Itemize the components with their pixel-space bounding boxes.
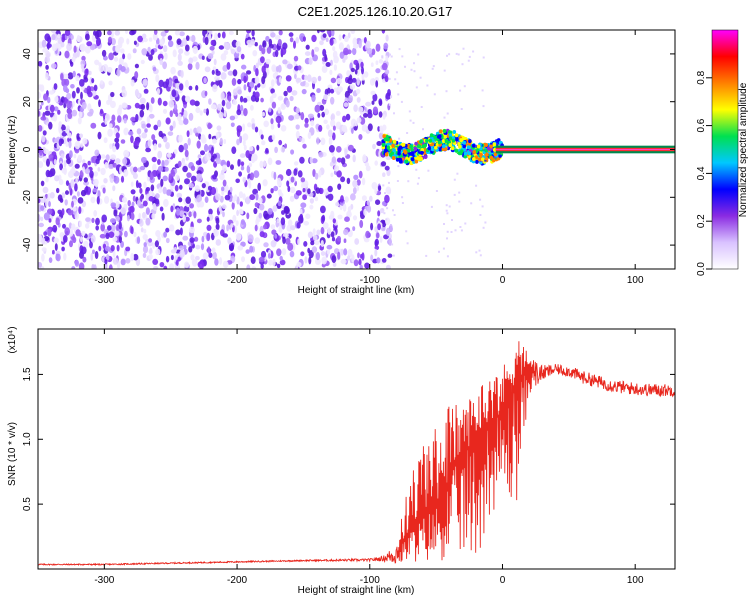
- y-tick-label: 1.0: [22, 432, 33, 446]
- colorbar-tick-label: 0.6: [696, 118, 707, 132]
- colorbar-tick-label: 0.8: [696, 70, 707, 84]
- snr-y-axis-label: SNR (10 * v/v): [7, 422, 18, 486]
- snr-series: [38, 341, 675, 567]
- colorbar-ticks: 0.0 0.2 0.4 0.6 0.8: [696, 70, 712, 276]
- heatmap-noise-region: [38, 30, 488, 269]
- spectrogram-x-axis-label: Height of straight line (km): [298, 285, 415, 296]
- spectrogram-y-ticks: -40 -20 0 20 40: [22, 48, 675, 252]
- y-tick-label: -40: [22, 237, 33, 252]
- snr-multiplier: (x10⁴): [7, 326, 18, 353]
- snr-panel: -300 -200 -100 0 100 0.5 1.0 1.5 Height of str…: [7, 326, 676, 596]
- heatmap-carrier-line: [495, 145, 675, 154]
- y-tick-label: 20: [22, 96, 33, 108]
- x-tick-label: -300: [94, 275, 114, 286]
- heatmap-transition-band: [381, 128, 504, 166]
- x-tick-label: -100: [360, 575, 380, 586]
- snr-frame: [37, 328, 676, 570]
- y-tick-label: 0.5: [22, 497, 33, 511]
- snr-x-axis-label: Height of straight line (km): [298, 585, 415, 596]
- colorbar-tick-label: 0.2: [696, 214, 707, 228]
- colorbar-gradient: [711, 29, 739, 270]
- y-tick-label: 1.5: [22, 367, 33, 381]
- spectrogram-heatmap: [38, 30, 675, 269]
- colorbar-tick-label: 0.4: [696, 166, 707, 180]
- snr-y-ticks: 0.5 1.0 1.5: [22, 367, 675, 511]
- x-tick-label: -100: [360, 275, 380, 286]
- spectrogram-y-axis-label: Frequency (Hz): [7, 116, 18, 185]
- snr-x-ticks: -300 -200 -100 0 100: [94, 329, 644, 586]
- y-tick-label: 0: [22, 146, 33, 152]
- x-tick-label: -200: [227, 575, 247, 586]
- x-tick-label: 100: [627, 275, 644, 286]
- x-tick-label: -200: [227, 275, 247, 286]
- y-tick-label: 40: [22, 48, 33, 60]
- colorbar: 0.0 0.2 0.4 0.6 0.8 Normalized spectral ampl…: [696, 29, 749, 276]
- spectrogram-x-ticks: -300 -200 -100 0 100: [94, 30, 644, 286]
- chart-title: C2E1.2025.126.10.20.G17: [298, 4, 453, 19]
- snr-line: [38, 341, 675, 567]
- x-tick-label: 0: [500, 575, 506, 586]
- colorbar-label: Normalized spectral amplitude: [738, 82, 749, 217]
- x-tick-label: -300: [94, 575, 114, 586]
- x-tick-label: 0: [500, 275, 506, 286]
- colorbar-tick-label: 0.0: [696, 262, 707, 276]
- y-tick-label: -20: [22, 190, 33, 205]
- x-tick-label: 100: [627, 575, 644, 586]
